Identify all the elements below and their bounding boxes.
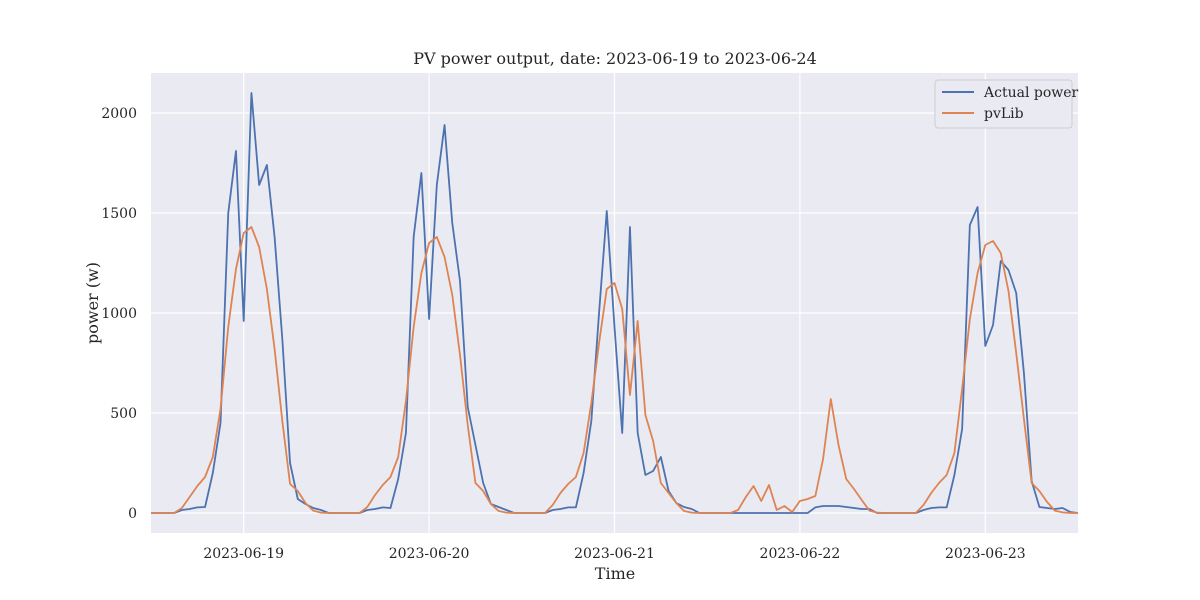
x-tick-label: 2023-06-20	[389, 546, 470, 562]
y-tick-labels: 0 500 1000 1500 2000	[101, 106, 137, 522]
x-tick-labels: 2023-06-19 2023-06-20 2023-06-21 2023-06-22…	[203, 546, 1025, 562]
grid	[151, 73, 1078, 533]
legend: Actual power pvLib	[934, 79, 1079, 129]
x-tick-label: 2023-06-21	[574, 546, 655, 562]
series-line-pvlib	[151, 226, 1078, 514]
series-line-actual-power	[151, 92, 1079, 514]
chart-title: PV power output, date: 2023-06-19 to 202…	[413, 49, 817, 68]
legend-label-pvlib: pvLib	[984, 106, 1024, 122]
y-tick-label: 1000	[101, 306, 137, 322]
x-tick-label: 2023-06-23	[945, 546, 1026, 562]
x-axis-label: Time	[595, 564, 635, 583]
x-tick-label: 2023-06-19	[203, 546, 284, 562]
series-lines	[151, 92, 1079, 514]
y-tick-label: 1500	[101, 206, 137, 222]
y-tick-label: 500	[110, 406, 137, 422]
y-axis-label: power (w)	[83, 262, 102, 344]
x-tick-label: 2023-06-22	[760, 546, 841, 562]
y-tick-label: 0	[128, 506, 137, 522]
y-tick-label: 2000	[101, 106, 137, 122]
legend-label-actual-power: Actual power	[983, 85, 1079, 101]
